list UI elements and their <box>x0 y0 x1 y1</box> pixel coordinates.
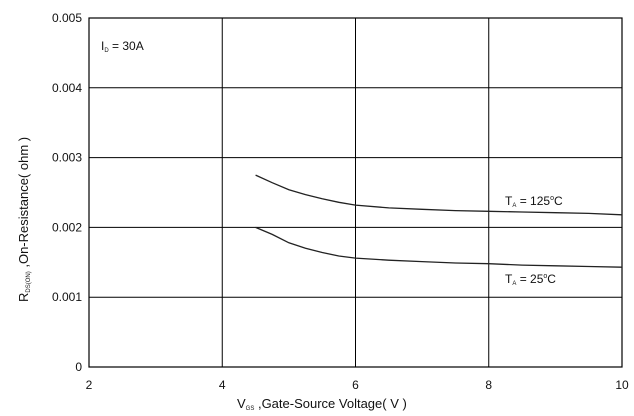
y-tick-label: 0.001 <box>52 290 82 304</box>
plot-frame <box>88 17 623 368</box>
x-tick-label: 8 <box>485 378 492 392</box>
y-tick-label: 0.005 <box>52 11 82 25</box>
y-axis-title: RDS(ON) ,On-Resistance( ohm ) <box>16 137 32 302</box>
x-axis-title: VGS ,Gate-Source Voltage( V ) <box>237 396 407 412</box>
y-tick-labels: 0 0.001 0.002 0.003 0.004 0.005 <box>52 11 82 374</box>
y-tick-label: 0 <box>75 360 82 374</box>
x-tick-label: 4 <box>219 378 226 392</box>
series-label-25c: TA = 25oC <box>505 272 556 287</box>
series-label-125c: TA = 125oC <box>505 194 563 209</box>
grid <box>89 18 622 367</box>
x-tick-label: 10 <box>615 378 629 392</box>
x-tick-label: 2 <box>86 378 93 392</box>
series-line-125c <box>255 174 623 216</box>
x-tick-label: 6 <box>352 378 359 392</box>
y-tick-label: 0.002 <box>52 220 82 234</box>
x-tick-labels: 2 4 6 8 10 <box>86 378 629 392</box>
series-layer <box>255 174 623 268</box>
y-tick-label: 0.004 <box>52 81 82 95</box>
current-annotation: ID = 30A <box>101 39 144 54</box>
series-line-25c <box>255 226 623 268</box>
y-tick-label: 0.003 <box>52 151 82 165</box>
